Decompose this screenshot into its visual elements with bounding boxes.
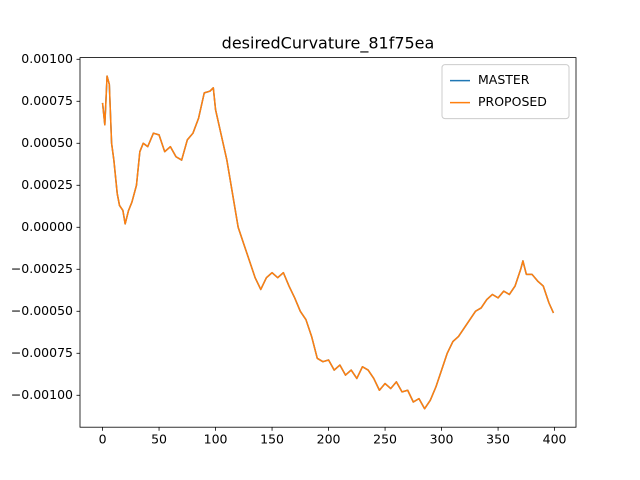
legend-label: MASTER — [478, 72, 530, 87]
y-tick-label: −0.00050 — [11, 303, 73, 318]
x-tick-label: 200 — [317, 432, 341, 447]
y-tick-label: 0.00000 — [21, 219, 73, 234]
y-tick-label: 0.00075 — [21, 93, 73, 108]
x-tick-label: 300 — [430, 432, 454, 447]
y-tick-label: 0.00100 — [21, 51, 73, 66]
y-tick-label: −0.00025 — [11, 261, 73, 276]
y-tick-label: −0.00075 — [11, 345, 73, 360]
x-tick-label: 350 — [486, 432, 510, 447]
y-tick-label: 0.00050 — [21, 135, 73, 150]
x-tick-label: 150 — [260, 432, 284, 447]
chart-title: desiredCurvature_81f75ea — [222, 34, 435, 54]
x-tick-label: 100 — [204, 432, 228, 447]
legend-label: PROPOSED — [478, 94, 547, 109]
y-tick-label: −0.00100 — [11, 387, 73, 402]
legend-box — [441, 64, 570, 120]
x-tick-label: 250 — [373, 432, 397, 447]
plot-frame — [79, 57, 577, 428]
x-tick-label: 400 — [543, 432, 567, 447]
x-tick-label: 0 — [99, 432, 107, 447]
y-tick-label: 0.00025 — [21, 177, 73, 192]
x-tick-label: 50 — [151, 432, 167, 447]
legend: MASTER PROPOSED — [441, 64, 570, 120]
data-line — [101, 75, 555, 410]
